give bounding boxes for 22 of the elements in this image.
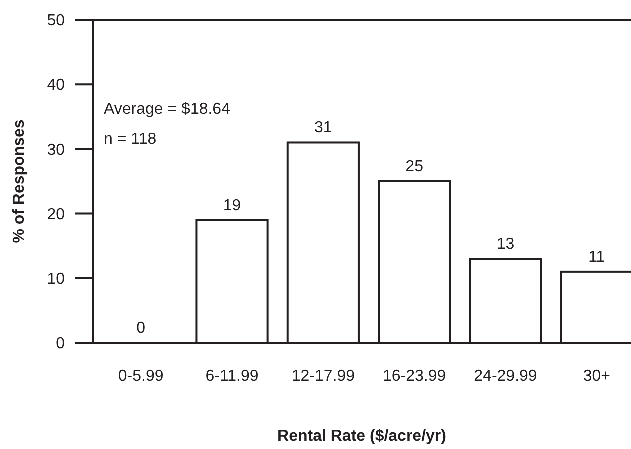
annotation: n = 118	[104, 131, 157, 148]
data-label: 13	[496, 236, 515, 254]
x-tick-label: 30+	[583, 368, 610, 385]
y-tick-label: 30	[47, 142, 66, 159]
x-tick-label: 0-5.99	[118, 368, 164, 385]
x-tick-label: 16-23.99	[382, 368, 446, 385]
data-label: 31	[314, 120, 332, 137]
y-tick-label: 40	[47, 77, 66, 94]
x-tick-label: 24-29.99	[474, 368, 538, 385]
data-label: 0	[136, 320, 146, 337]
x-axis-title: Rental Rate ($/acre/yr)	[278, 428, 446, 445]
y-tick-label: 50	[47, 12, 66, 30]
data-label: 19	[223, 197, 242, 214]
x-tick-label: 6-11.99	[206, 368, 259, 385]
annotation: Average = $18.64	[104, 101, 231, 118]
data-label: 11	[588, 248, 606, 266]
y-tick-label: 10	[47, 271, 66, 288]
y-tick-label: 20	[47, 206, 66, 224]
y-tick-label: 0	[56, 336, 66, 353]
y-axis-title: % of Responses	[11, 120, 28, 244]
data-label: 25	[406, 158, 424, 176]
x-tick-label: 12-17.99	[292, 368, 356, 385]
